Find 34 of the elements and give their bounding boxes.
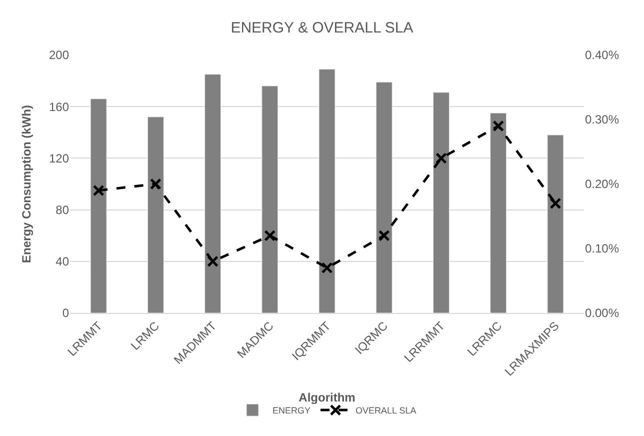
y2-tick-label: 0.20%	[585, 177, 620, 192]
y-tick-label: 160	[48, 100, 70, 114]
bar	[262, 86, 278, 313]
y-tick-label: 0	[62, 306, 70, 320]
bar	[90, 98, 107, 313]
legend-label: OVERALL SLA	[356, 406, 416, 416]
point	[264, 230, 276, 242]
bar	[490, 112, 507, 313]
point	[150, 178, 162, 190]
bar	[318, 68, 336, 313]
y-tick-label: 200	[48, 48, 70, 62]
point	[435, 152, 447, 164]
y-axis-title: Energy Consumption (kWh)	[19, 105, 34, 263]
y2-tick-label: 0.00%	[585, 306, 620, 320]
y-tick-label: 120	[48, 151, 70, 166]
point	[321, 262, 333, 274]
y2-tick-label: 0.10%	[585, 242, 620, 256]
point	[207, 256, 219, 268]
legend-label: ENERGY	[272, 406, 311, 416]
bar	[547, 134, 564, 313]
bar	[432, 92, 450, 313]
bar	[204, 74, 222, 313]
y-tick-label: 40	[56, 254, 70, 269]
bar	[147, 116, 164, 313]
y2-tick-label: 0.40%	[585, 48, 620, 62]
point	[492, 120, 504, 132]
chart-title: ENERGY & OVERALL SLA	[230, 19, 414, 36]
point	[92, 184, 104, 196]
y-tick-label: 80	[56, 203, 70, 217]
x-axis-title: Algorithm	[298, 390, 356, 405]
y2-tick-label: 0.30%	[585, 112, 620, 127]
point	[550, 198, 562, 210]
point	[378, 230, 390, 242]
bar	[376, 82, 392, 313]
